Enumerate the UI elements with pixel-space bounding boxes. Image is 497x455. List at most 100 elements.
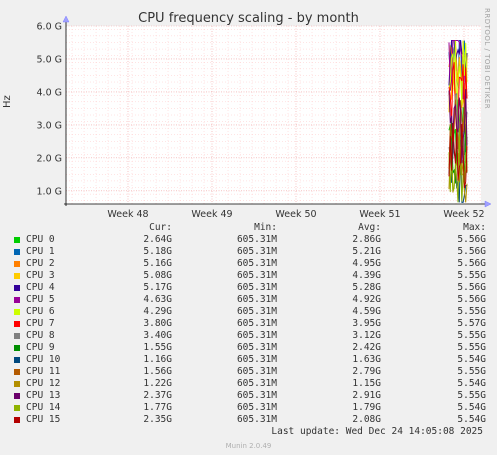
legend-avg-value: 4.39G: [352, 270, 381, 281]
x-tick-label: Week 51: [359, 209, 400, 220]
legend-avg-value: 2.79G: [352, 366, 381, 377]
legend-series-name: CPU 11: [26, 366, 61, 377]
legend-min-value: 605.31M: [236, 318, 277, 329]
legend-min-value: 605.31M: [236, 330, 277, 341]
series-line-cpu-13: [448, 89, 468, 164]
legend-cur-value: 2.35G: [143, 414, 172, 425]
legend-min-value: 605.31M: [236, 258, 277, 269]
legend-cur-value: 3.40G: [143, 330, 172, 341]
legend-max-value: 5.55G: [457, 270, 486, 281]
legend-max-value: 5.55G: [457, 330, 486, 341]
legend-row: CPU 15 2.35G 605.31M 2.08G 5.54G: [0, 414, 497, 426]
legend-cur-value: 5.16G: [143, 258, 172, 269]
legend-avg-value: 4.92G: [352, 294, 381, 305]
legend-header: Cur: Min: Avg: Max:: [0, 222, 497, 234]
legend-series-name: CPU 2: [26, 258, 55, 269]
legend-min-value: 605.31M: [236, 402, 277, 413]
legend-max-value: 5.54G: [457, 354, 486, 365]
legend-cur-value: 2.37G: [143, 390, 172, 401]
legend-cur-value: 4.29G: [143, 306, 172, 317]
legend-cur-value: 5.18G: [143, 246, 172, 257]
legend-avg-value: 2.86G: [352, 234, 381, 245]
legend-max-value: 5.55G: [457, 342, 486, 353]
legend-series-name: CPU 10: [26, 354, 61, 365]
legend-min-value: 605.31M: [236, 246, 277, 257]
legend-avg-value: 2.91G: [352, 390, 381, 401]
legend-min-value: 605.31M: [236, 390, 277, 401]
legend-series-name: CPU 8: [26, 330, 55, 341]
legend-max-value: 5.56G: [457, 234, 486, 245]
series-line-cpu-6: [448, 40, 468, 112]
legend-swatch: [14, 345, 20, 351]
y-tick-label: 5.0 G: [37, 54, 63, 65]
legend-series-name: CPU 13: [26, 390, 61, 401]
legend-cur-value: 2.64G: [143, 234, 172, 245]
legend-row: CPU 5 4.63G 605.31M 4.92G 5.56G: [0, 294, 497, 306]
legend-max-value: 5.54G: [457, 402, 486, 413]
legend-series-name: CPU 1: [26, 246, 55, 257]
legend-row: CPU 9 1.55G 605.31M 2.42G 5.55G: [0, 342, 497, 354]
legend-row: CPU 14 1.77G 605.31M 1.79G 5.54G: [0, 402, 497, 414]
legend-avg-value: 5.28G: [352, 282, 381, 293]
munin-version: Munin 2.0.49: [225, 442, 272, 450]
legend-header-max: Max:: [463, 222, 486, 233]
legend-min-value: 605.31M: [236, 354, 277, 365]
legend-min-value: 605.31M: [236, 270, 277, 281]
legend-avg-value: 1.79G: [352, 402, 381, 413]
legend-header-cur: Cur:: [149, 222, 172, 233]
legend-row: CPU 0 2.64G 605.31M 2.86G 5.56G: [0, 234, 497, 246]
legend-swatch: [14, 369, 20, 375]
legend-min-value: 605.31M: [236, 378, 277, 389]
legend-cur-value: 5.17G: [143, 282, 172, 293]
legend-min-value: 605.31M: [236, 366, 277, 377]
legend-min-value: 605.31M: [236, 234, 277, 245]
legend-swatch: [14, 237, 20, 243]
legend-swatch: [14, 417, 20, 423]
legend-avg-value: 1.63G: [352, 354, 381, 365]
x-tick-label: Week 48: [107, 209, 148, 220]
x-tick-label: Week 49: [191, 209, 232, 220]
y-axis-arrow: [62, 15, 70, 23]
legend-max-value: 5.56G: [457, 246, 486, 257]
legend-min-value: 605.31M: [236, 282, 277, 293]
legend-series-name: CPU 0: [26, 234, 55, 245]
legend-series-name: CPU 5: [26, 294, 55, 305]
legend-series-name: CPU 14: [26, 402, 61, 413]
legend-min-value: 605.31M: [236, 342, 277, 353]
legend-cur-value: 5.08G: [143, 270, 172, 281]
legend-swatch: [14, 357, 20, 363]
y-tick-label: 2.0 G: [37, 153, 63, 164]
legend-swatch: [14, 249, 20, 255]
y-tick-label: 6.0 G: [37, 22, 63, 33]
y-tick-label: 4.0 G: [37, 87, 63, 98]
legend-row: CPU 6 4.29G 605.31M 4.59G 5.55G: [0, 306, 497, 318]
legend-avg-value: 5.21G: [352, 246, 381, 257]
legend-series-name: CPU 3: [26, 270, 55, 281]
rrdtool-watermark: RRDTOOL / TOBI OETIKER: [483, 8, 491, 110]
legend-avg-value: 3.12G: [352, 330, 381, 341]
legend-row: CPU 12 1.22G 605.31M 1.15G 5.54G: [0, 378, 497, 390]
last-update: Last update: Wed Dec 24 14:05:08 2025: [271, 426, 483, 437]
legend-header-min: Min:: [254, 222, 277, 233]
legend-max-value: 5.55G: [457, 366, 486, 377]
legend-avg-value: 4.95G: [352, 258, 381, 269]
legend-row: CPU 4 5.17G 605.31M 5.28G 5.56G: [0, 282, 497, 294]
legend-series-name: CPU 9: [26, 342, 55, 353]
legend-max-value: 5.55G: [457, 390, 486, 401]
legend-max-value: 5.57G: [457, 318, 486, 329]
legend-series-name: CPU 6: [26, 306, 55, 317]
legend-avg-value: 4.59G: [352, 306, 381, 317]
legend-swatch: [14, 381, 20, 387]
legend-cur-value: 1.16G: [143, 354, 172, 365]
legend-row: CPU 2 5.16G 605.31M 4.95G 5.56G: [0, 258, 497, 270]
legend-max-value: 5.56G: [457, 258, 486, 269]
legend-max-value: 5.55G: [457, 306, 486, 317]
x-tick-label: Week 52: [443, 209, 484, 220]
legend-min-value: 605.31M: [236, 306, 277, 317]
legend-max-value: 5.54G: [457, 414, 486, 425]
legend-avg-value: 2.08G: [352, 414, 381, 425]
legend-max-value: 5.56G: [457, 282, 486, 293]
x-axis-arrow: [484, 200, 492, 208]
legend-row: CPU 8 3.40G 605.31M 3.12G 5.55G: [0, 330, 497, 342]
